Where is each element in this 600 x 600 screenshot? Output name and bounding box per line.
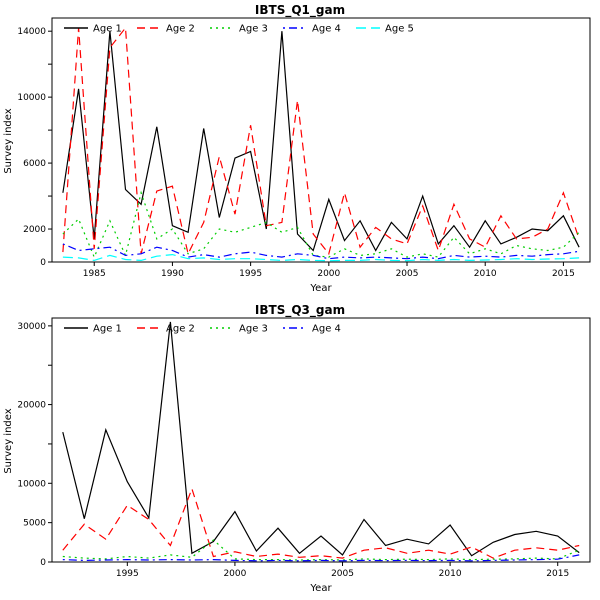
y-axis-tick-label: 0 bbox=[40, 258, 46, 268]
x-axis-tick-label: 2010 bbox=[439, 569, 462, 579]
legend-label-age-4: Age 4 bbox=[312, 24, 341, 35]
x-axis-tick-label: 2005 bbox=[331, 569, 354, 579]
x-axis-tick-label: 2000 bbox=[223, 569, 246, 579]
series-line-age-4 bbox=[62, 554, 580, 562]
x-axis-tick-label: 1995 bbox=[116, 569, 139, 579]
series-line-age-2 bbox=[62, 26, 580, 256]
q3-y-axis-label: Survey index bbox=[3, 408, 14, 474]
chart-ibts-q1: 1985 1990 1995 2000 2005 2010 2015 0 2000 6000 100… bbox=[3, 3, 591, 294]
y-axis-tick-label: 2000 bbox=[23, 225, 46, 235]
y-axis-tick-label: 6000 bbox=[23, 159, 46, 169]
series-line-age-3 bbox=[62, 539, 580, 561]
x-axis-tick-label: 2005 bbox=[396, 269, 419, 279]
legend-label-age-2: Age 2 bbox=[166, 324, 195, 335]
y-axis-tick-label: 20000 bbox=[17, 401, 46, 411]
legend-label-age-1: Age 1 bbox=[93, 24, 122, 35]
x-axis-tick-label: 2015 bbox=[552, 269, 575, 279]
legend-label-age-3: Age 3 bbox=[239, 24, 268, 35]
q3-chart-title: IBTS_Q3_gam bbox=[254, 303, 346, 317]
y-axis-tick-label: 5000 bbox=[23, 519, 46, 529]
legend-label-age-4: Age 4 bbox=[312, 324, 341, 335]
chart-ibts-q3: 1995 2000 2005 2010 2015 0 5000 10000 20000 30000… bbox=[0, 300, 600, 600]
x-axis-tick-label: 2015 bbox=[546, 569, 569, 579]
x-axis-tick-label: 2010 bbox=[474, 269, 497, 279]
x-axis-tick-label: 1990 bbox=[161, 269, 184, 279]
plot-border bbox=[51, 17, 591, 263]
series-line-age-1 bbox=[62, 321, 580, 557]
y-axis-tick-label: 30000 bbox=[17, 322, 46, 332]
x-axis-tick-label: 2000 bbox=[317, 269, 340, 279]
legend-label-age-3: Age 3 bbox=[239, 324, 268, 335]
x-axis-tick-label: 1985 bbox=[83, 269, 106, 279]
series-line-age-5 bbox=[62, 253, 580, 262]
q3-plot-canvas: 1995 2000 2005 2010 2015 0 5000 10000 20000 30000… bbox=[17, 317, 591, 579]
series-line-age-3 bbox=[62, 190, 580, 259]
y-axis-tick-label: 0 bbox=[40, 558, 46, 568]
y-axis-tick-label: 10000 bbox=[17, 93, 46, 103]
series-line-age-2 bbox=[62, 486, 580, 559]
legend-label-age-1: Age 1 bbox=[93, 324, 122, 335]
x-axis-tick-label: 1995 bbox=[239, 269, 262, 279]
q3-x-axis-label: Year bbox=[310, 583, 332, 594]
y-axis-tick-label: 14000 bbox=[17, 27, 46, 37]
series-line-age-4 bbox=[62, 243, 580, 260]
q1-y-axis-label: Survey index bbox=[3, 108, 14, 174]
legend-label-age-5: Age 5 bbox=[385, 24, 414, 35]
plot-border bbox=[51, 317, 591, 563]
q1-x-axis-label: Year bbox=[310, 283, 332, 294]
q1-plot-canvas: 1985 1990 1995 2000 2005 2010 2015 0 2000 6000 100… bbox=[17, 17, 591, 279]
q1-chart-title: IBTS_Q1_gam bbox=[254, 3, 346, 17]
legend-label-age-2: Age 2 bbox=[166, 24, 195, 35]
y-axis-tick-label: 10000 bbox=[17, 479, 46, 489]
